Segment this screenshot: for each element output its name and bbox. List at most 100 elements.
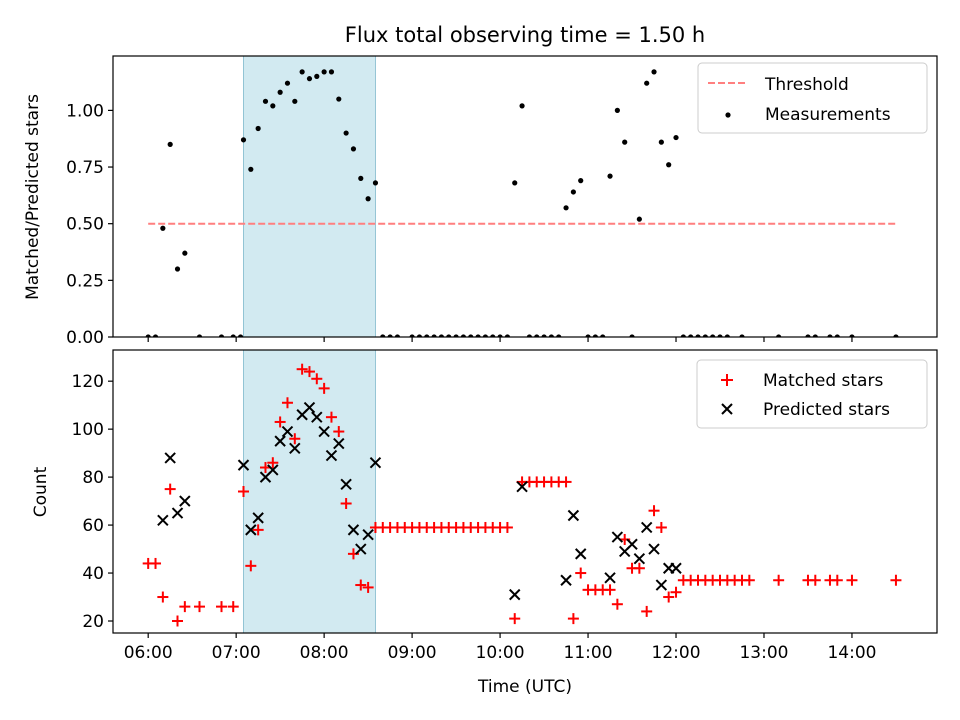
predicted-star-point bbox=[369, 457, 382, 469]
predicted-star-point bbox=[516, 480, 528, 493]
predicted-star-stroke-b bbox=[179, 495, 191, 507]
predicted-star-stroke-b bbox=[640, 521, 653, 534]
measurement-point bbox=[416, 334, 423, 337]
legend-predicted-label: Predicted stars bbox=[763, 400, 890, 420]
matched-star-point bbox=[172, 615, 184, 627]
predicted-star-point bbox=[509, 588, 521, 601]
predicted-star-stroke-b bbox=[347, 524, 360, 536]
measurement-point bbox=[629, 334, 635, 337]
matched-star-point bbox=[648, 505, 660, 517]
top-ytick-label: 0.25 bbox=[66, 271, 104, 291]
measurement-point bbox=[497, 334, 503, 337]
predicted-star-stroke-b bbox=[633, 552, 646, 565]
measurement-point bbox=[636, 216, 642, 222]
measurement-point bbox=[343, 130, 349, 136]
measurement-point bbox=[482, 334, 489, 337]
legend-predicted-swatch bbox=[721, 403, 733, 415]
bottom-legend: Matched stars Predicted stars bbox=[696, 359, 928, 429]
matched-star-point bbox=[150, 557, 162, 569]
legend-measurement-label: Measurements bbox=[765, 105, 891, 125]
measurement-point bbox=[431, 334, 437, 337]
predicted-star-point bbox=[281, 425, 294, 438]
matched-star-point bbox=[245, 560, 257, 572]
measurement-point bbox=[237, 334, 244, 337]
measurement-point bbox=[644, 80, 650, 86]
matched-star-point bbox=[501, 521, 513, 533]
matched-star-point bbox=[773, 574, 785, 586]
matched-star-point bbox=[215, 601, 227, 613]
measurement-point bbox=[812, 334, 818, 337]
bottom-xtick-label: 07:00 bbox=[212, 643, 261, 663]
matched-star-point bbox=[641, 605, 653, 617]
measurement-point bbox=[666, 162, 672, 168]
top-ylabel: Matched/Predicted stars bbox=[23, 94, 43, 300]
matched-star-point bbox=[252, 524, 264, 536]
bottom-matched-layer bbox=[142, 363, 902, 627]
predicted-star-stroke-b bbox=[267, 464, 279, 476]
matched-star-point bbox=[296, 363, 308, 375]
measurement-point bbox=[160, 225, 166, 231]
measurement-point bbox=[292, 98, 298, 104]
bottom-ylabel: Count bbox=[31, 466, 51, 517]
measurement-point bbox=[893, 334, 899, 337]
measurement-point bbox=[570, 189, 576, 195]
measurement-point bbox=[541, 334, 547, 337]
predicted-star-point bbox=[325, 449, 338, 462]
measurement-point bbox=[321, 69, 327, 75]
predicted-star-stroke-b bbox=[252, 512, 264, 524]
bottom-ytick-label: 80 bbox=[82, 468, 104, 488]
predicted-star-point bbox=[626, 538, 638, 550]
predicted-star-stroke-b bbox=[369, 457, 382, 469]
bottom-ytick-label: 100 bbox=[72, 420, 104, 440]
predicted-star-point bbox=[670, 562, 682, 574]
predicted-star-point bbox=[640, 521, 653, 534]
measurement-point bbox=[358, 175, 364, 181]
bottom-xtick-label: 08:00 bbox=[300, 643, 349, 663]
legend-matched-label: Matched stars bbox=[763, 371, 883, 391]
predicted-star-point bbox=[655, 579, 668, 591]
predicted-star-stroke-b bbox=[355, 543, 367, 555]
measurement-point bbox=[314, 73, 320, 79]
predicted-star-point bbox=[303, 401, 316, 414]
predicted-star-stroke-b bbox=[333, 437, 345, 450]
predicted-star-point bbox=[340, 478, 352, 491]
predicted-star-stroke-b bbox=[509, 588, 521, 601]
predicted-star-point bbox=[560, 574, 572, 586]
measurement-point bbox=[394, 334, 401, 337]
bottom-legend-box bbox=[696, 359, 928, 429]
matched-star-point bbox=[670, 586, 682, 598]
measurement-point bbox=[710, 334, 716, 337]
predicted-star-stroke-b bbox=[171, 507, 184, 519]
measurement-point bbox=[592, 334, 598, 337]
measurement-point bbox=[372, 180, 379, 186]
predicted-star-point bbox=[633, 552, 646, 565]
measurement-point bbox=[328, 69, 335, 75]
predicted-star-point bbox=[318, 425, 330, 438]
predicted-star-stroke-b bbox=[289, 442, 301, 455]
bottom-xtick-label: 14:00 bbox=[827, 643, 876, 663]
matched-star-point bbox=[237, 486, 249, 497]
matched-star-point bbox=[604, 584, 616, 596]
top-legend-box bbox=[697, 62, 928, 134]
top-ytick-label: 1.00 bbox=[66, 101, 104, 121]
measurement-point bbox=[182, 250, 188, 256]
measurement-point bbox=[446, 334, 452, 337]
predicted-star-stroke-b bbox=[655, 579, 668, 591]
x-axis-label: Time (UTC) bbox=[477, 677, 572, 697]
measurement-point bbox=[387, 334, 393, 337]
matched-star-point bbox=[289, 433, 301, 445]
predicted-star-stroke-b bbox=[604, 572, 616, 584]
matched-star-point bbox=[809, 574, 821, 586]
measurement-point bbox=[614, 107, 620, 113]
bottom-xtick-label: 10:00 bbox=[476, 643, 525, 663]
measurement-point bbox=[196, 334, 203, 337]
measurement-point bbox=[739, 334, 745, 337]
bottom-ytick-label: 40 bbox=[82, 564, 104, 584]
measurement-point bbox=[534, 334, 540, 337]
matched-star-point bbox=[890, 574, 902, 586]
predicted-star-stroke-b bbox=[311, 411, 323, 423]
highlight-span bbox=[243, 350, 376, 633]
measurement-point bbox=[230, 334, 236, 337]
predicted-star-point bbox=[333, 437, 345, 450]
